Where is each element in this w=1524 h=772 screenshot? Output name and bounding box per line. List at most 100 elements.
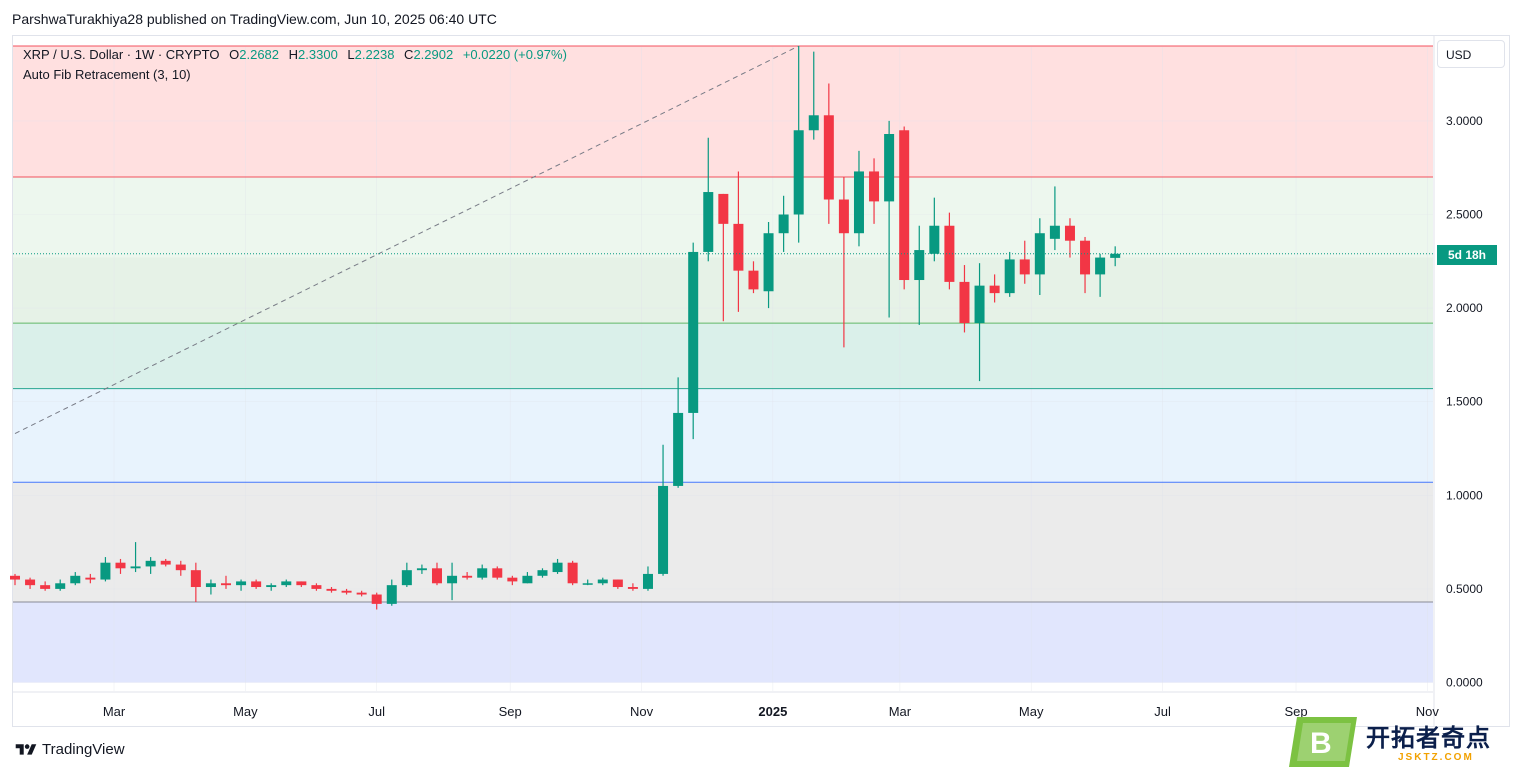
candle-body (70, 575, 81, 584)
tradingview-logo-icon (15, 743, 37, 755)
candle-body (251, 581, 262, 588)
candle (1110, 246, 1121, 267)
candle (1019, 240, 1030, 284)
candle-body (552, 562, 563, 573)
candle-body (974, 285, 985, 324)
candle-body (296, 581, 307, 586)
candle (115, 558, 126, 574)
candle-body (627, 587, 638, 589)
candle-body (266, 585, 277, 588)
candle (431, 562, 442, 586)
currency-button[interactable]: USD (1437, 40, 1505, 68)
candle (1080, 236, 1091, 294)
candle (612, 579, 623, 589)
candle-body (778, 214, 789, 234)
candle-body (145, 560, 156, 567)
legend-indicator[interactable]: Auto Fib Retracement (3, 10) (23, 67, 191, 82)
candle-body (1080, 240, 1091, 275)
fib-band (13, 46, 1433, 178)
candle-body (25, 579, 36, 586)
candle (416, 564, 427, 574)
candle-body (582, 583, 593, 585)
candle (627, 583, 638, 591)
candle (1064, 218, 1075, 258)
x-tick-label: Mar (103, 704, 126, 719)
candle-body (733, 223, 744, 271)
candle (296, 581, 307, 588)
tradingview-brand[interactable]: TradingView (14, 741, 125, 758)
candle-body (567, 562, 578, 584)
trend-line-dashed (14, 45, 799, 434)
candle (160, 558, 171, 567)
candle (236, 579, 247, 591)
watermark-name: 开拓者奇点 (1366, 725, 1491, 752)
candle-body (130, 566, 141, 569)
legend-close-value: 2.2902 (413, 47, 454, 62)
candle (793, 46, 804, 243)
y-tick-label: 1.5000 (1446, 395, 1483, 409)
candle-body (507, 577, 518, 582)
candle (642, 566, 653, 591)
candle-body (658, 485, 669, 574)
candle-body (236, 581, 247, 586)
y-tick-label: 3.0000 (1446, 114, 1483, 128)
candle (869, 158, 880, 224)
candle (838, 177, 849, 348)
candle-body (115, 562, 126, 569)
fib-band (13, 482, 1433, 603)
candle (130, 542, 141, 573)
candle-body (718, 193, 729, 224)
candle (462, 572, 473, 580)
x-tick-label: Nov (1416, 704, 1440, 719)
candle-body (386, 585, 397, 604)
candle-body (462, 575, 473, 578)
candle (884, 120, 895, 318)
candle-body (1049, 225, 1060, 239)
candle (447, 562, 458, 601)
fib-band (13, 388, 1433, 483)
candle-body (477, 568, 488, 578)
candle-body (989, 285, 1000, 294)
candle (10, 573, 20, 586)
candle (537, 568, 548, 578)
candle-body (175, 564, 186, 571)
candle-body (356, 592, 367, 595)
candle-body (929, 225, 940, 254)
candle (929, 197, 940, 262)
candle (326, 587, 337, 593)
candle (145, 557, 156, 574)
legend-high-value: 2.3300 (298, 47, 338, 62)
legend-change: +0.0220 (+0.97%) (462, 47, 567, 62)
candle (718, 193, 729, 322)
candle (778, 195, 789, 252)
x-tick-label: Mar (889, 704, 912, 719)
candle (55, 579, 66, 591)
candle-body (1064, 225, 1075, 241)
trend-line (14, 45, 799, 434)
candle-body (1095, 257, 1106, 275)
x-axis: Mar May Jul Sep Nov 2025 Mar May Jul Sep Nov (12, 691, 1440, 719)
candle (477, 564, 488, 580)
candle (823, 83, 834, 224)
candle (190, 562, 201, 603)
candle (763, 221, 774, 309)
fib-band (13, 602, 1433, 683)
candle (974, 263, 985, 382)
candle-body (853, 171, 864, 234)
legend: XRP / U.S. Dollar · 1W · CRYPTO O2.2682 … (23, 45, 567, 85)
candle (70, 572, 81, 586)
candle-body (1004, 259, 1015, 294)
publisher-line: ParshwaTurakhiya28 published on TradingV… (12, 11, 497, 27)
candle-body (341, 590, 352, 593)
y-tick-label: 2.5000 (1446, 208, 1483, 222)
legend-symbol[interactable]: XRP / U.S. Dollar · 1W · CRYPTO (23, 47, 220, 62)
candle (40, 581, 51, 591)
candle (371, 592, 382, 610)
candle (658, 444, 669, 576)
x-tick-label: Jul (1154, 704, 1171, 719)
countdown-badge: 5d 18h (1437, 245, 1497, 265)
candle (959, 265, 970, 333)
candle (522, 572, 533, 584)
candle-body (100, 562, 111, 580)
